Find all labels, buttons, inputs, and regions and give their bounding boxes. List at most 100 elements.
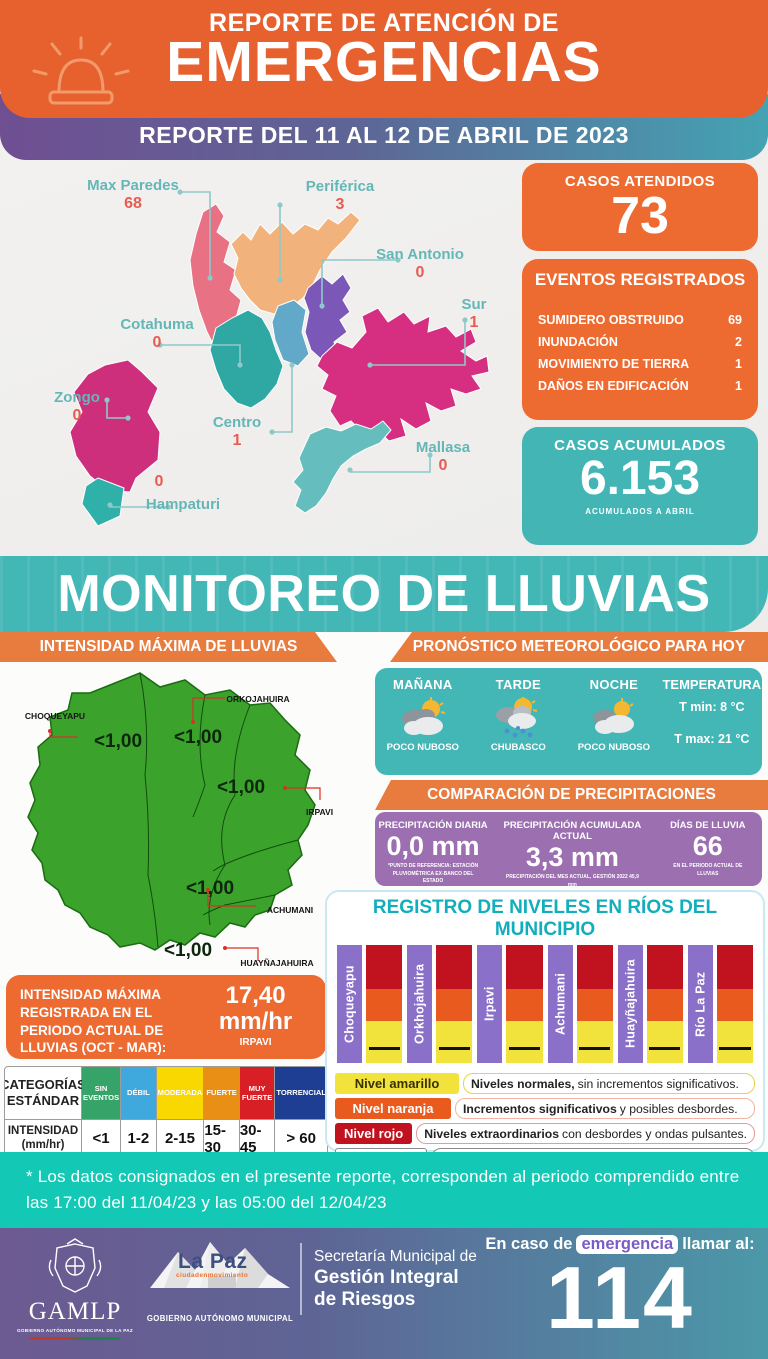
monitoreo-banner: MONITOREO DE LLUVIAS xyxy=(0,556,768,632)
siren-icon xyxy=(32,36,130,105)
basin-name-irpavi: IRPAVI xyxy=(306,807,334,817)
emergency-call-line: En caso de emergencia llamar al: xyxy=(478,1235,762,1254)
water-level-line xyxy=(368,1047,400,1050)
intensidad-header: INTENSIDAD MÁXIMA DE LLUVIAS xyxy=(0,632,337,662)
evento-count: 2 xyxy=(735,334,742,349)
river-group-achumani: Achumani xyxy=(547,945,613,1063)
district-shape-cotahuma xyxy=(209,309,284,409)
legend-bold: Incrementos significativos xyxy=(463,1101,617,1116)
district-name: Hampaturi xyxy=(145,496,221,513)
evento-row: DAÑOS EN EDIFICACIÓN 1 xyxy=(538,376,742,398)
precip-title: DÍAS DE LLUVIA xyxy=(670,820,746,831)
intensidad-value: 17,40 xyxy=(225,982,286,1009)
temperature-title: TEMPERATURA xyxy=(662,677,762,692)
casos-acumulados-box: CASOS ACUMULADOS 6.153 ACUMULADOS A ABRI… xyxy=(522,427,758,545)
district-name: Centro xyxy=(212,414,262,431)
categoria-range: 30-45 xyxy=(239,1120,275,1157)
gamlp-subtitle: GOBIERNO AUTÓNOMO MUNICIPAL DE LA PAZ xyxy=(17,1328,133,1333)
district-label-cotahuma: Cotahuma 0 xyxy=(99,316,215,352)
legend-text: Niveles normales, sin incrementos signifi… xyxy=(463,1073,755,1094)
intensidad-maxima-reading: 17,40 mm/hr IRPAVI xyxy=(185,975,326,1059)
lapaz-subtitle: GOBIERNO AUTÓNOMO MUNICIPAL xyxy=(146,1314,294,1323)
precip-value: 0,0 mm xyxy=(386,831,480,861)
cloud-sun-icon xyxy=(394,694,452,742)
yellow-level-segment xyxy=(366,1020,403,1063)
casos-acumulados-title: CASOS ACUMULADOS xyxy=(554,437,726,454)
precip-note: PRECIPITACIÓN DEL MES ACTUAL, GESTIÓN 20… xyxy=(505,874,639,888)
weather-period-manana: MAÑANA POCO NUBOSO xyxy=(375,668,471,775)
lapaz-tagline: ciudadenmovimiento xyxy=(176,1272,249,1279)
district-connector-lines xyxy=(106,191,466,508)
evento-row: SUMIDERO OBSTRUIDO 69 xyxy=(538,310,742,332)
precipitacion-diaria: PRECIPITACIÓN DIARIA 0,0 mm *PUNTO DE RE… xyxy=(375,812,491,889)
yellow-level-segment xyxy=(506,1020,543,1063)
pronostico-header: PRONÓSTICO METEOROLÓGICO PARA HOY xyxy=(390,632,768,662)
lapaz-mountains-logo xyxy=(150,1242,290,1288)
precip-value: 66 xyxy=(692,831,723,861)
categoria-range: > 60 xyxy=(275,1120,327,1157)
categoria-header-moderada: MODERADA xyxy=(156,1067,204,1119)
flag-strip xyxy=(30,1337,120,1340)
district-label-zongo: Zongo 0 xyxy=(37,389,117,425)
emergency-highlight-chip: emergencia xyxy=(576,1235,679,1254)
orange-level-segment xyxy=(436,988,473,1021)
temperature-max: T max: 21 °C xyxy=(674,732,750,746)
intensidad-station: IRPAVI xyxy=(239,1036,272,1048)
categorias-table: CATEGORÍAS ESTÁNDAR SIN EVENTOS DÉBIL MOD… xyxy=(4,1066,328,1158)
basin-name-orkojahuira: ORKOJAHUIRA xyxy=(226,694,290,704)
gamlp-crest-icon xyxy=(48,1238,102,1293)
district-name: Sur xyxy=(461,296,487,313)
red-level-segment xyxy=(646,945,683,989)
district-label-max-paredes: Max Paredes 68 xyxy=(75,177,191,213)
district-count: 0 xyxy=(72,407,82,424)
intensidad-maxima-label: INTENSIDAD MÁXIMA REGISTRADA EN EL PERIO… xyxy=(20,987,167,1056)
district-shape-centro xyxy=(271,299,310,367)
district-name: Periférica xyxy=(305,178,375,195)
water-level-line xyxy=(649,1047,681,1050)
district-label-sur: Sur 1 xyxy=(444,296,504,332)
red-level-segment xyxy=(366,945,403,989)
river-level-bar xyxy=(576,945,613,1063)
evento-count: 69 xyxy=(728,313,742,327)
basin-name-choqueyapu: CHOQUEYAPU xyxy=(24,711,86,721)
categoria-range: 1-2 xyxy=(121,1120,156,1157)
basin-outline xyxy=(27,672,316,951)
district-count: 0 xyxy=(438,457,448,474)
evento-count: 1 xyxy=(735,356,742,371)
district-name: Mallasa xyxy=(415,439,471,456)
emergency-post-text: llamar al: xyxy=(682,1235,755,1253)
river-name: Orkhojahuira xyxy=(407,945,433,1063)
orange-level-segment xyxy=(576,988,613,1021)
casos-atendidos-box: CASOS ATENDIDOS 73 xyxy=(522,163,758,251)
eventos-title: EVENTOS REGISTRADOS xyxy=(534,270,746,289)
weather-forecast-panel: MAÑANA POCO NUBOSO TARDE CHUBASCO NOCHE … xyxy=(375,668,762,775)
period-condition: CHUBASCO xyxy=(490,742,546,753)
secretaria-block: Secretaría Municipal de Gestión Integral… xyxy=(314,1248,477,1311)
river-levels-title: REGISTRO DE NIVELES EN RÍOS DEL MUNICIPI… xyxy=(372,897,718,940)
district-shape-zongo xyxy=(69,359,161,493)
red-level-segment xyxy=(716,945,754,989)
evento-row: INUNDACIÓN 2 xyxy=(538,332,742,354)
water-level-line xyxy=(438,1047,470,1050)
red-level-segment xyxy=(506,945,543,989)
cloud-sun-icon xyxy=(585,694,643,742)
legend-rest: con desbordes y ondas pulsantes. xyxy=(562,1126,747,1141)
basin-name-huaynajahuira: HUAYÑAJAHUIRA xyxy=(240,958,314,968)
period-condition: POCO NUBOSO xyxy=(386,742,459,753)
precipitacion-acumulada: PRECIPITACIÓN ACUMULADA ACTUAL 3,3 mm PR… xyxy=(491,812,654,889)
basin-connector-dots xyxy=(48,720,287,950)
red-level-segment xyxy=(436,945,473,989)
district-label-san-antonio: San Antonio 0 xyxy=(362,246,478,282)
basin-internal-borders xyxy=(139,672,299,948)
yellow-level-segment xyxy=(716,1020,754,1063)
river-level-bar xyxy=(716,945,754,1063)
weather-period-tarde: TARDE CHUBASCO xyxy=(471,668,567,775)
casos-acumulados-note: ACUMULADOS A ABRIL xyxy=(585,507,695,517)
evento-row: MOVIMIENTO DE TIERRA 1 xyxy=(538,354,742,376)
evento-label: SUMIDERO OBSTRUIDO xyxy=(538,313,684,327)
categoria-header-sin-eventos: SIN EVENTOS xyxy=(82,1067,121,1119)
river-levels-panel: REGISTRO DE NIVELES EN RÍOS DEL MUNICIPI… xyxy=(325,890,765,1169)
legend-rest: y posibles desbordes. xyxy=(619,1101,738,1116)
casos-atendidos-value: 73 xyxy=(611,187,669,245)
